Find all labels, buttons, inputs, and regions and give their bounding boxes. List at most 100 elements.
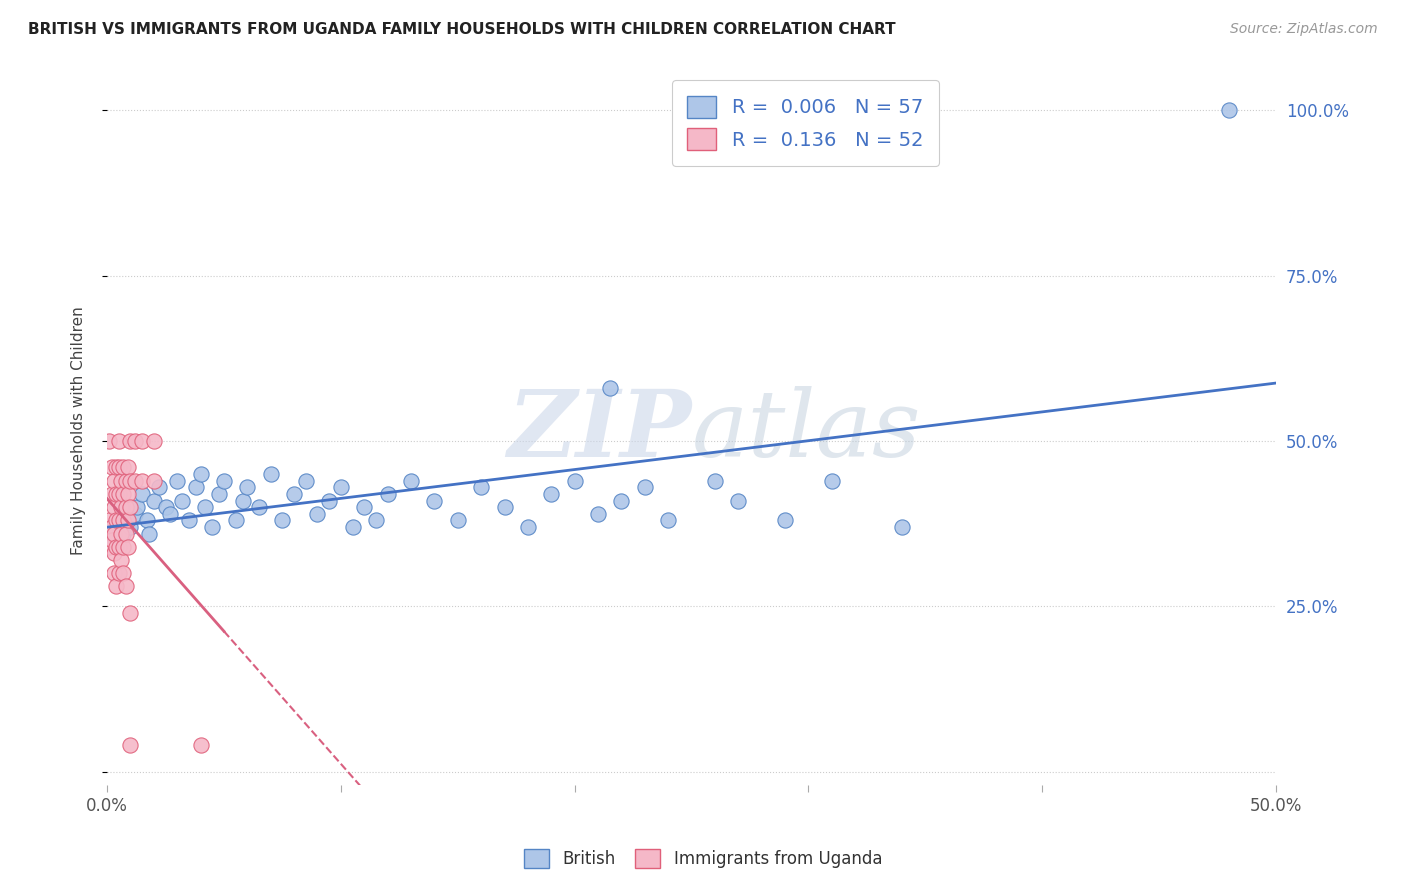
Point [112,566,135,581]
Point [98,513,121,527]
Point [295,474,318,488]
Text: BRITISH VS IMMIGRANTS FROM UGANDA FAMILY HOUSEHOLDS WITH CHILDREN CORRELATION CH: BRITISH VS IMMIGRANTS FROM UGANDA FAMILY… [28,22,896,37]
Point [353,500,375,515]
Point [155,500,177,515]
Point [271,513,294,527]
Point [177,513,200,527]
Point [377,487,399,501]
Point [100,487,122,501]
Legend: R =  0.006   N = 57, R =  0.136   N = 52: R = 0.006 N = 57, R = 0.136 N = 52 [672,80,939,166]
Legend: British, Immigrants from Uganda: British, Immigrants from Uganda [517,842,889,875]
Point [112,460,135,475]
Point [105,460,128,475]
Point [103,500,125,515]
Point [773,513,796,527]
Point [103,530,125,544]
Point [107,434,129,448]
Point [1218,103,1240,118]
Point [194,500,217,515]
Point [124,434,146,448]
Point [103,474,125,488]
Point [399,474,422,488]
Point [127,500,149,515]
Point [329,480,352,494]
Point [225,513,247,527]
Point [131,487,153,501]
Point [159,507,181,521]
Point [135,513,157,527]
Point [247,500,270,515]
Point [821,474,844,488]
Point [190,738,212,752]
Point [120,500,142,515]
Point [105,513,128,527]
Point [307,507,329,521]
Point [112,513,135,527]
Point [112,526,135,541]
Point [232,493,254,508]
Point [120,474,142,488]
Point [148,480,170,494]
Point [100,520,122,534]
Point [100,460,122,475]
Point [117,460,139,475]
Point [120,520,142,534]
Point [190,467,212,481]
Point [110,553,132,567]
Point [124,507,146,521]
Point [117,513,139,527]
Point [447,513,470,527]
Point [114,474,136,488]
Point [114,526,136,541]
Point [107,460,129,475]
Point [120,434,142,448]
Point [142,434,165,448]
Point [112,540,135,554]
Point [318,493,340,508]
Point [131,434,153,448]
Point [100,533,122,548]
Point [260,467,283,481]
Point [98,434,121,448]
Point [105,579,128,593]
Point [891,520,914,534]
Point [142,474,165,488]
Point [634,480,657,494]
Point [201,520,224,534]
Point [110,526,132,541]
Point [212,474,235,488]
Point [657,513,679,527]
Point [107,513,129,527]
Point [138,526,160,541]
Point [540,487,562,501]
Point [423,493,446,508]
Point [494,500,516,515]
Point [112,487,135,501]
Point [107,487,129,501]
Point [184,480,207,494]
Point [142,493,165,508]
Point [98,540,121,554]
Point [516,520,538,534]
Point [599,381,621,395]
Point [610,493,633,508]
Point [120,738,142,752]
Point [727,493,749,508]
Point [342,520,364,534]
Point [166,474,188,488]
Point [103,566,125,581]
Text: Source: ZipAtlas.com: Source: ZipAtlas.com [1230,22,1378,37]
Point [114,500,136,515]
Point [124,474,146,488]
Point [107,520,129,534]
Point [114,579,136,593]
Point [107,566,129,581]
Point [103,546,125,560]
Y-axis label: Family Households with Children: Family Households with Children [72,307,86,556]
Point [114,513,136,527]
Point [283,487,305,501]
Point [704,474,727,488]
Point [120,606,142,620]
Point [105,487,128,501]
Point [170,493,193,508]
